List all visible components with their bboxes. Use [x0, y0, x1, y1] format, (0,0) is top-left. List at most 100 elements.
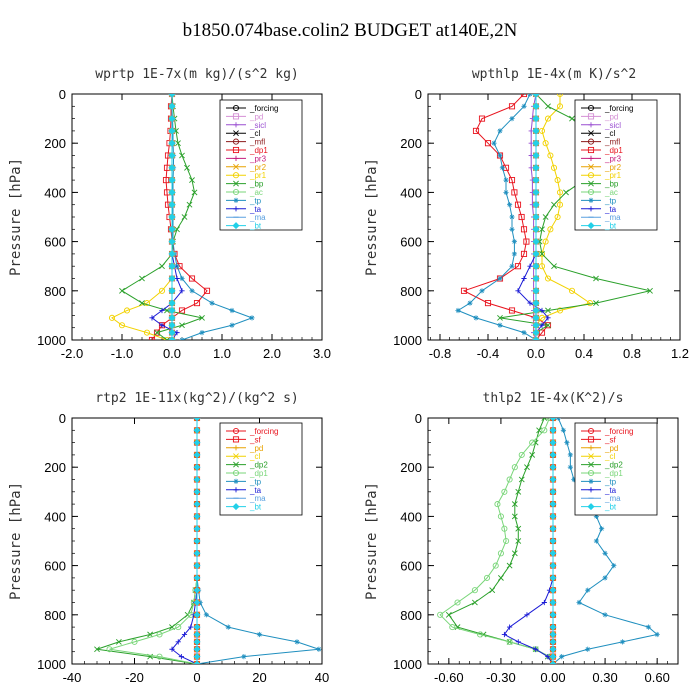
- data-point-tp: [567, 452, 573, 458]
- data-point-bt: [168, 225, 176, 233]
- chart-panel-3: rtp2 1E-11x(kg^2)/(kg^2 s) Pressure [hPa]…: [8, 391, 329, 685]
- x-tick-label: -40: [63, 670, 82, 685]
- data-point-bt: [193, 562, 201, 570]
- y-tick-label: 600: [400, 235, 422, 250]
- data-point-tp: [503, 189, 509, 195]
- data-point-bt: [549, 598, 557, 607]
- legend-entry: _ac: [604, 188, 618, 197]
- data-point-tp: [479, 288, 485, 294]
- data-point-dp1: [529, 439, 536, 446]
- data-point-bt: [532, 151, 540, 160]
- data-point-pr1: [554, 213, 561, 221]
- y-tick-label: 200: [44, 136, 66, 151]
- legend-marker: [588, 163, 594, 170]
- data-point-dp1: [193, 300, 201, 307]
- legend-marker: [232, 469, 240, 477]
- data-point-bt: [193, 574, 201, 582]
- data-point-pr1: [547, 152, 554, 159]
- data-point-bt: [532, 314, 540, 322]
- data-point-dp1: [156, 631, 163, 638]
- data-point-dp2: [511, 513, 518, 520]
- data-point-tp: [564, 440, 570, 446]
- data-point-bp: [593, 275, 599, 282]
- panel-title: wprtp 1E-7x(m kg)/(s^2 kg): [95, 67, 299, 82]
- data-point-bt: [532, 225, 540, 233]
- data-point-bt: [193, 475, 201, 484]
- data-point-bt: [549, 638, 557, 646]
- x-tick-label: 40: [315, 670, 329, 685]
- data-point-bt: [193, 586, 201, 594]
- data-point-tp: [511, 251, 517, 257]
- data-point-tp: [576, 599, 582, 606]
- data-point-bt: [532, 336, 540, 340]
- legend-entry: _tp: [604, 196, 617, 205]
- data-point-dp1: [508, 177, 516, 184]
- legend-marker: [232, 503, 240, 511]
- data-point-tp: [189, 288, 195, 294]
- legend-marker: [587, 503, 595, 511]
- data-point-ta: [515, 288, 521, 294]
- legend-marker: [232, 113, 240, 120]
- y-axis-label: Pressure [hPa]: [8, 482, 24, 600]
- data-point-ta: [149, 315, 155, 321]
- data-point-dp1: [437, 611, 444, 618]
- data-point-bt: [549, 475, 557, 484]
- legend-entry: _pr1: [249, 171, 267, 180]
- data-point-dp1: [518, 213, 525, 221]
- legend-entry: _mfl: [249, 138, 265, 147]
- data-point-pr1: [544, 115, 552, 122]
- data-point-bt: [549, 537, 557, 545]
- data-point-tp: [473, 315, 479, 321]
- x-tick-label: 3.0: [313, 346, 331, 361]
- data-point-bt: [532, 176, 540, 184]
- legend-entry: _cl: [249, 452, 260, 461]
- data-point-bp: [186, 201, 193, 208]
- legend-entry: _pd: [604, 444, 618, 453]
- data-point-pr1: [556, 189, 564, 196]
- data-point-tp: [503, 177, 509, 183]
- data-point-bt: [193, 630, 201, 639]
- data-point-tp: [509, 214, 515, 220]
- data-point-dp2: [445, 611, 452, 618]
- data-point-bt: [193, 660, 201, 664]
- data-point-dp2: [529, 451, 536, 458]
- data-point-pr1: [556, 103, 564, 110]
- legend-entry: _tp: [604, 477, 617, 486]
- data-point-bp: [569, 115, 575, 122]
- legend-entry: _cl: [604, 129, 615, 138]
- data-point-bp: [563, 189, 569, 196]
- legend-marker: [587, 188, 595, 196]
- data-point-ta: [159, 322, 165, 328]
- y-tick-label: 400: [44, 509, 66, 524]
- x-tick-label: 0: [193, 670, 200, 685]
- legend-entry: _dp1: [604, 469, 623, 478]
- data-point-ta: [175, 639, 181, 645]
- data-point-bp: [181, 214, 188, 220]
- data-point-dp1: [497, 513, 504, 520]
- data-point-dp1: [188, 275, 196, 282]
- legend-entry: _pr3: [604, 154, 622, 163]
- y-tick-label: 200: [44, 460, 66, 475]
- data-point-bt: [168, 94, 176, 98]
- x-tick-label: 0.4: [575, 346, 593, 361]
- data-point-tp: [511, 239, 517, 245]
- legend-entry: _ta: [604, 205, 617, 214]
- data-point-tp: [507, 202, 513, 208]
- legend-entry: _tp: [249, 196, 262, 205]
- legend-entry: _bp: [604, 180, 619, 189]
- data-point-tp: [256, 631, 263, 638]
- data-point-pr1: [556, 307, 564, 314]
- y-axis-label: Pressure [hPa]: [8, 158, 24, 276]
- x-tick-label: 0.60: [645, 670, 670, 685]
- data-point-bt: [549, 586, 557, 594]
- series-line-dp1: [439, 418, 554, 664]
- legend-marker: [587, 172, 595, 179]
- legend-entry: _sicl: [604, 121, 621, 130]
- x-tick-label: -0.30: [486, 670, 516, 685]
- data-point-ta: [541, 599, 547, 606]
- data-point-bp: [139, 300, 145, 307]
- data-point-bt: [532, 329, 540, 337]
- data-point-pr1: [118, 322, 126, 329]
- data-point-tp: [560, 427, 567, 433]
- legend-entry: _ta: [249, 205, 262, 214]
